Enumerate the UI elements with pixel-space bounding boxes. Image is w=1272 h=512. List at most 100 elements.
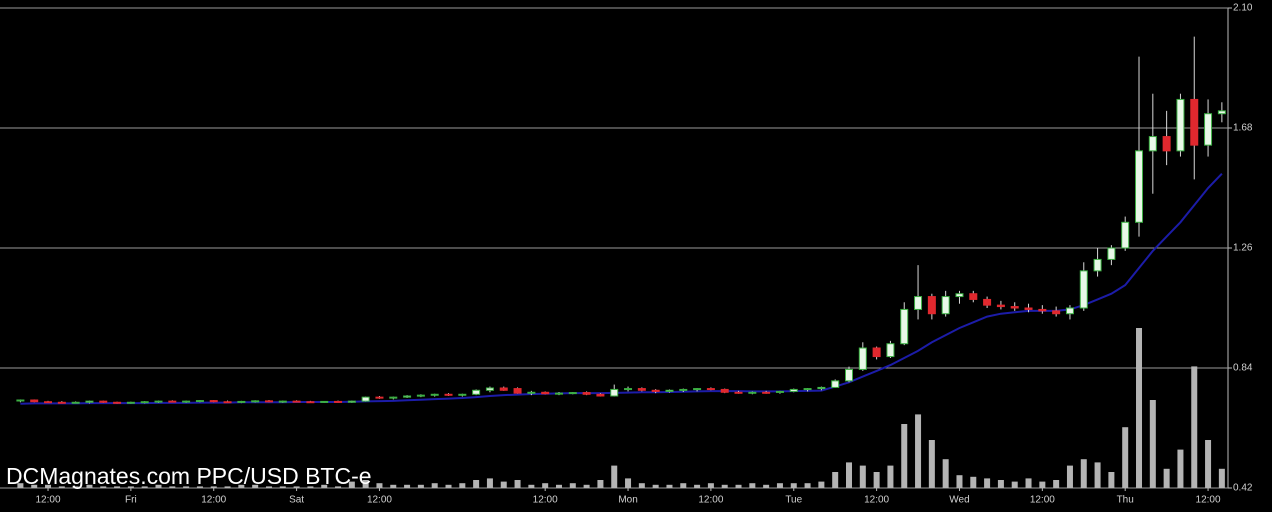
candle-body xyxy=(334,400,343,403)
volume-bar xyxy=(528,484,535,488)
volume-bar xyxy=(31,484,38,488)
volume-bar xyxy=(984,478,991,488)
volume-bar xyxy=(901,424,908,488)
volume-bar xyxy=(1191,366,1198,488)
x-tick-label: 12:00 xyxy=(367,495,392,506)
candle-body xyxy=(914,296,923,310)
volume-bar xyxy=(804,483,811,488)
volume-bar xyxy=(915,414,922,488)
volume-bar xyxy=(155,484,162,488)
volume-bar xyxy=(417,484,424,488)
candle-body xyxy=(1065,307,1074,315)
candle-body xyxy=(264,400,273,403)
volume-bar xyxy=(1039,481,1046,488)
candle-body xyxy=(734,391,743,394)
candle-body xyxy=(513,388,522,394)
candle-body xyxy=(693,388,702,391)
volume-bar xyxy=(1149,400,1156,488)
y-tick-label: 0.42 xyxy=(1233,483,1253,494)
volume-bar xyxy=(17,483,24,488)
candle-body xyxy=(1121,221,1130,249)
candle-body xyxy=(900,308,909,345)
candle-body xyxy=(430,393,439,396)
volume-bar xyxy=(859,465,866,488)
candle-body xyxy=(444,393,453,396)
volume-bar xyxy=(873,472,880,488)
candle-body xyxy=(320,400,329,403)
x-tick-label: 12:00 xyxy=(864,495,889,506)
candle-body xyxy=(237,400,246,403)
y-tick-label: 0.84 xyxy=(1233,363,1253,374)
candle-body xyxy=(1162,136,1171,152)
candle-body xyxy=(541,391,550,395)
candle-body xyxy=(789,388,798,392)
volume-bar xyxy=(583,484,590,488)
volume-bar xyxy=(569,483,576,488)
candle-body xyxy=(817,386,826,390)
x-tick-label: Sat xyxy=(289,495,304,506)
volume-bar xyxy=(307,486,314,488)
volume-bar xyxy=(832,472,839,488)
candle-body xyxy=(472,389,481,395)
candle-body xyxy=(140,401,149,404)
candle-body xyxy=(1107,247,1116,260)
volume-bar xyxy=(680,483,687,488)
volume-bar xyxy=(1094,462,1101,488)
candle-body xyxy=(720,388,729,393)
candle-body xyxy=(1010,306,1019,309)
volume-bar xyxy=(997,480,1004,488)
candle-body xyxy=(775,390,784,393)
candle-body xyxy=(223,401,232,404)
y-tick-label: 1.26 xyxy=(1233,243,1253,254)
volume-bar xyxy=(514,480,521,488)
volume-bar xyxy=(666,484,673,488)
volume-bar xyxy=(846,462,852,488)
x-tick-label: Thu xyxy=(1117,495,1134,506)
candle-body xyxy=(278,400,287,403)
candle-body xyxy=(1204,113,1213,146)
candle-body xyxy=(209,400,218,403)
candle-body xyxy=(969,293,978,300)
candle-body xyxy=(1079,270,1088,309)
volume-bar xyxy=(390,484,397,488)
candle-body xyxy=(57,401,66,404)
volume-bar xyxy=(1080,459,1087,488)
volume-bar xyxy=(348,481,355,488)
candle-body xyxy=(706,388,715,391)
candle-body xyxy=(292,400,301,403)
candle-body xyxy=(927,296,936,315)
volume-bar xyxy=(638,483,645,488)
candle-body xyxy=(582,392,591,395)
volume-bar xyxy=(1218,468,1225,488)
candle-body xyxy=(679,388,688,391)
volume-bar xyxy=(210,486,217,488)
volume-bar xyxy=(1205,440,1212,488)
volume-bar xyxy=(542,483,549,488)
x-tick-label: 12:00 xyxy=(201,495,226,506)
volume-bar xyxy=(486,478,493,488)
volume-bar xyxy=(721,484,728,488)
volume-bar xyxy=(127,486,134,488)
candle-body xyxy=(499,387,508,391)
candle-body xyxy=(1093,258,1102,272)
candle-body xyxy=(886,343,895,358)
candle-body xyxy=(624,388,633,391)
candle-body xyxy=(16,399,25,402)
candle-body xyxy=(803,388,812,391)
volume-bar xyxy=(265,486,272,488)
candle-body xyxy=(1135,150,1144,223)
candle-body xyxy=(1052,310,1061,315)
candle-body xyxy=(403,395,412,398)
volume-bar xyxy=(169,486,176,488)
volume-bar xyxy=(1163,468,1170,488)
candle-body xyxy=(126,401,135,404)
candle-body xyxy=(996,304,1005,308)
volume-bar xyxy=(183,486,190,488)
volume-bar xyxy=(1177,449,1184,488)
volume-bar xyxy=(818,481,825,488)
candle-body xyxy=(168,400,177,403)
candle-body xyxy=(1217,110,1226,115)
candle-body xyxy=(831,380,840,388)
candle-body xyxy=(762,391,771,394)
